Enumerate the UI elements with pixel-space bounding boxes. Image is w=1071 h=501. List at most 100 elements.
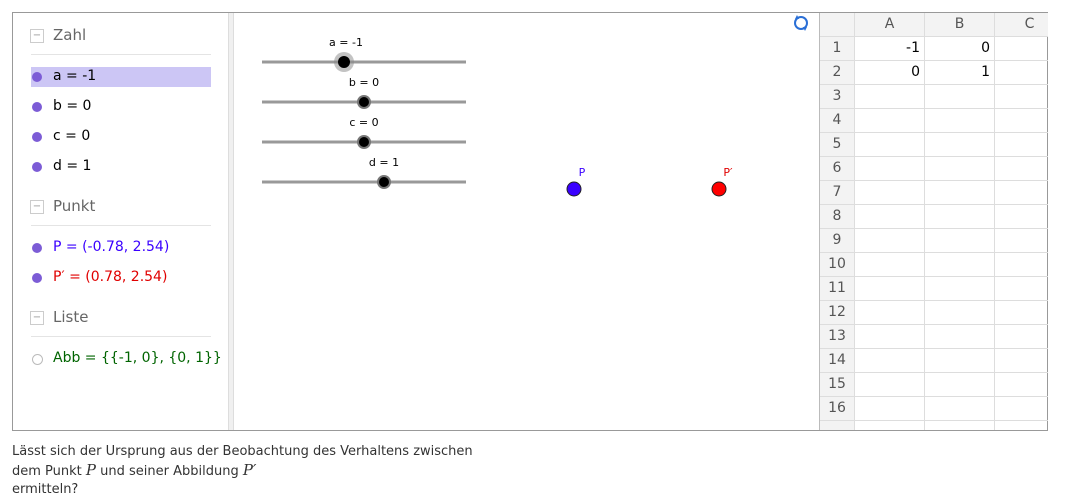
- visibility-toggle[interactable]: [32, 354, 43, 365]
- cell[interactable]: [855, 157, 925, 181]
- cell[interactable]: [855, 253, 925, 277]
- geogebra-applet: − Zahl a = -1 b = 0 c = 0 d = 1 − Punkt …: [12, 12, 1048, 431]
- row-header: 16: [820, 397, 855, 421]
- cell[interactable]: [995, 181, 1048, 205]
- cell[interactable]: [925, 181, 995, 205]
- cell[interactable]: [995, 325, 1048, 349]
- algebra-item[interactable]: c = 0: [53, 128, 91, 144]
- cell[interactable]: [925, 397, 995, 421]
- cell[interactable]: [855, 373, 925, 397]
- cell[interactable]: [995, 133, 1048, 157]
- visibility-toggle[interactable]: [32, 102, 42, 112]
- cell[interactable]: [855, 229, 925, 253]
- question-text: Lässt sich der Ursprung aus der Beobacht…: [12, 443, 473, 499]
- cell[interactable]: [855, 349, 925, 373]
- algebra-item[interactable]: d = 1: [53, 158, 92, 174]
- cell[interactable]: [995, 349, 1048, 373]
- cell[interactable]: [995, 229, 1048, 253]
- cell[interactable]: -1: [855, 37, 925, 61]
- algebra-view: − Zahl a = -1 b = 0 c = 0 d = 1 − Punkt …: [13, 13, 229, 430]
- point[interactable]: [566, 181, 582, 197]
- slider-label: c = 0: [349, 116, 378, 129]
- algebra-item[interactable]: a = -1: [53, 68, 97, 84]
- cell[interactable]: [925, 109, 995, 133]
- cell[interactable]: [925, 421, 995, 430]
- cell[interactable]: [925, 205, 995, 229]
- slider-label: a = -1: [329, 36, 363, 49]
- algebra-item[interactable]: P = (-0.78, 2.54): [53, 239, 170, 255]
- selection-highlight: [31, 67, 211, 87]
- cell[interactable]: [855, 85, 925, 109]
- cell[interactable]: [995, 301, 1048, 325]
- collapse-button[interactable]: −: [30, 29, 44, 43]
- cell[interactable]: [995, 205, 1048, 229]
- cell[interactable]: [925, 373, 995, 397]
- cell[interactable]: [995, 37, 1048, 61]
- slider-handle[interactable]: [379, 177, 389, 187]
- cell[interactable]: [925, 253, 995, 277]
- visibility-toggle[interactable]: [32, 132, 42, 142]
- visibility-toggle[interactable]: [32, 243, 42, 253]
- cell[interactable]: [855, 421, 925, 430]
- text: dem Punkt: [12, 464, 82, 479]
- row-header: 10: [820, 253, 855, 277]
- cell[interactable]: [925, 301, 995, 325]
- point-label: P′: [723, 166, 733, 179]
- cell[interactable]: [925, 349, 995, 373]
- cell[interactable]: [855, 181, 925, 205]
- slider-handle[interactable]: [338, 56, 350, 68]
- cell[interactable]: [925, 157, 995, 181]
- algebra-item[interactable]: b = 0: [53, 98, 92, 114]
- cell[interactable]: [995, 373, 1048, 397]
- column-header: B: [925, 13, 995, 37]
- refresh-icon[interactable]: [794, 15, 808, 31]
- row-header: [820, 421, 855, 430]
- row-header: 5: [820, 133, 855, 157]
- divider: [31, 54, 211, 55]
- slider-handle[interactable]: [359, 137, 369, 147]
- text: Lässt sich der Ursprung aus der Beobacht…: [12, 444, 473, 459]
- row-header: 8: [820, 205, 855, 229]
- cell[interactable]: [925, 325, 995, 349]
- cell[interactable]: [925, 277, 995, 301]
- row-header: 14: [820, 349, 855, 373]
- visibility-toggle[interactable]: [32, 273, 42, 283]
- cell[interactable]: [995, 157, 1048, 181]
- cell[interactable]: [995, 109, 1048, 133]
- cell[interactable]: [855, 277, 925, 301]
- cell[interactable]: [855, 325, 925, 349]
- column-header: A: [855, 13, 925, 37]
- visibility-toggle[interactable]: [32, 72, 42, 82]
- cell[interactable]: [995, 61, 1048, 85]
- cell[interactable]: [925, 133, 995, 157]
- cell[interactable]: 0: [925, 37, 995, 61]
- cell[interactable]: [995, 85, 1048, 109]
- group-title: Liste: [53, 308, 89, 326]
- visibility-toggle[interactable]: [32, 162, 42, 172]
- cell[interactable]: [925, 85, 995, 109]
- cell[interactable]: [855, 133, 925, 157]
- collapse-button[interactable]: −: [30, 311, 44, 325]
- group-title: Zahl: [53, 26, 87, 44]
- cell[interactable]: 0: [855, 61, 925, 85]
- cell[interactable]: [995, 397, 1048, 421]
- cell[interactable]: 1: [925, 61, 995, 85]
- cell[interactable]: [855, 205, 925, 229]
- cell[interactable]: [995, 421, 1048, 430]
- row-header: 15: [820, 373, 855, 397]
- cell[interactable]: [995, 253, 1048, 277]
- row-header: 12: [820, 301, 855, 325]
- cell[interactable]: [855, 301, 925, 325]
- collapse-button[interactable]: −: [30, 200, 44, 214]
- cell[interactable]: [855, 109, 925, 133]
- point[interactable]: [711, 181, 727, 197]
- algebra-item[interactable]: P′ = (0.78, 2.54): [53, 269, 168, 285]
- view-separator: [229, 13, 234, 430]
- spreadsheet-view: A B C 1 -1 0 2 0 1 3 4 5 6 7 8 9 10 11 12 13 14 15 16: [819, 13, 1048, 430]
- cell[interactable]: [995, 277, 1048, 301]
- cell[interactable]: [925, 229, 995, 253]
- algebra-item[interactable]: Abb = {{-1, 0}, {0, 1}}: [53, 350, 222, 366]
- slider-handle[interactable]: [359, 97, 369, 107]
- row-header: 13: [820, 325, 855, 349]
- cell[interactable]: [855, 397, 925, 421]
